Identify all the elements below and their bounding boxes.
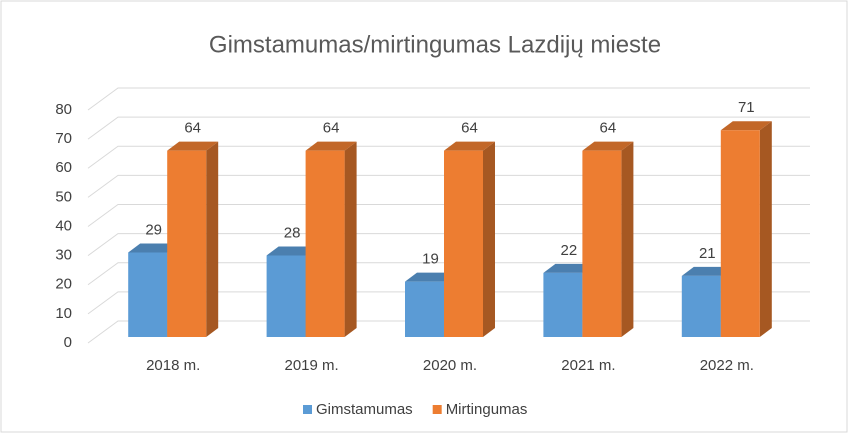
data-label: 71 xyxy=(738,99,755,116)
bar-face xyxy=(444,141,495,151)
bar-face xyxy=(206,141,219,337)
bar-face xyxy=(582,150,622,337)
bar-face xyxy=(167,150,207,337)
y-tick-label: 0 xyxy=(64,334,72,351)
grid-line xyxy=(87,87,810,111)
bar xyxy=(305,141,357,337)
legend-label: Gimstamumas xyxy=(316,401,413,418)
data-label: 64 xyxy=(184,120,201,137)
bar-face xyxy=(305,141,357,151)
bar-face xyxy=(681,266,733,276)
bar xyxy=(582,141,634,337)
y-tick-label: 60 xyxy=(55,159,72,176)
bar-face xyxy=(759,121,772,338)
x-tick-label: 2020 m. xyxy=(423,357,477,374)
bar-face xyxy=(167,141,219,151)
bar-face xyxy=(543,263,595,273)
bar-face xyxy=(543,272,583,337)
data-label: 64 xyxy=(323,120,340,137)
x-tick-label: 2019 m. xyxy=(284,357,338,374)
bar-face xyxy=(720,121,772,131)
y-tick-label: 20 xyxy=(55,276,72,293)
x-tick-label: 2021 m. xyxy=(561,357,615,374)
data-label: 22 xyxy=(561,242,578,259)
legend-label: Mirtingumas xyxy=(446,401,528,418)
grid-line xyxy=(87,262,810,286)
bar-face xyxy=(444,150,483,337)
bar-face xyxy=(483,141,495,337)
x-tick-label: 2022 m. xyxy=(700,357,754,374)
y-tick-label: 80 xyxy=(55,101,72,118)
bar-face xyxy=(405,272,456,282)
grid-line xyxy=(87,233,810,257)
bar-face xyxy=(681,275,721,337)
bar-face xyxy=(405,281,444,337)
data-label: 64 xyxy=(461,120,478,137)
bar-face xyxy=(305,150,345,337)
chart-title: Gimstamumas/mirtingumas Lazdijų mieste xyxy=(209,31,661,58)
bar-face xyxy=(128,243,180,253)
data-label: 64 xyxy=(600,120,617,137)
grid-line xyxy=(87,174,810,198)
bar xyxy=(444,141,495,337)
y-tick-label: 40 xyxy=(55,217,72,234)
data-label: 28 xyxy=(284,224,301,241)
data-label: 29 xyxy=(145,222,162,239)
bar-face xyxy=(266,246,318,256)
bar-face xyxy=(266,255,306,337)
grid-line xyxy=(87,204,810,227)
bar-face xyxy=(582,141,634,151)
y-tick-label: 70 xyxy=(55,130,72,147)
grid-line xyxy=(87,116,810,140)
y-tick-label: 50 xyxy=(55,188,72,205)
bar-face xyxy=(128,252,168,337)
data-label: 21 xyxy=(699,245,716,262)
y-tick-label: 30 xyxy=(55,247,72,264)
bar-face xyxy=(344,141,357,337)
bar xyxy=(167,141,219,337)
bar-face xyxy=(621,141,634,337)
legend-swatch xyxy=(432,405,442,414)
bar-face xyxy=(720,130,760,337)
grid-line xyxy=(87,145,810,169)
data-label: 19 xyxy=(422,251,439,268)
bar xyxy=(720,121,772,338)
legend-swatch xyxy=(303,405,312,414)
x-tick-label: 2018 m. xyxy=(146,357,200,374)
y-tick-label: 10 xyxy=(55,305,72,322)
